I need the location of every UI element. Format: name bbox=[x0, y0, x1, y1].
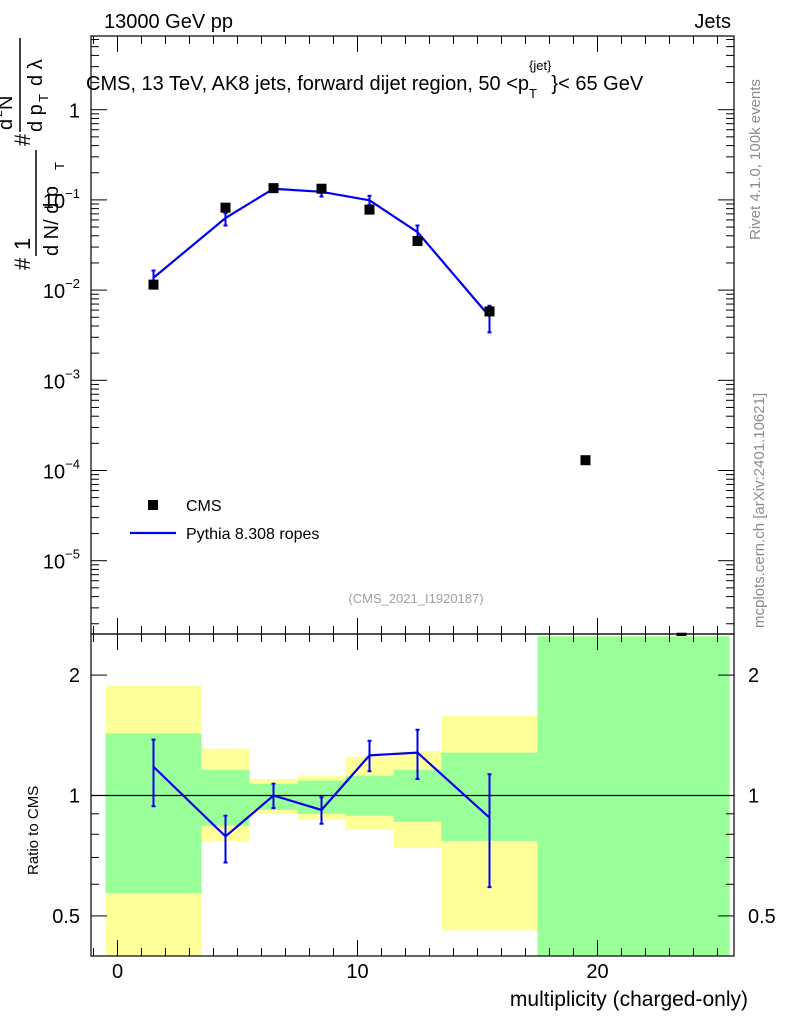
band-inner-7 bbox=[537, 636, 634, 956]
main-ytick-base: 1 bbox=[69, 101, 80, 123]
data-point-2 bbox=[268, 183, 279, 194]
main-ytick-base: 10 bbox=[43, 191, 65, 213]
mcplots-label: mcplots.cern.ch [arXiv:2401.10621] bbox=[751, 393, 768, 628]
legend-mc-label: Pythia 8.308 ropes bbox=[186, 526, 319, 543]
legend-data-marker bbox=[148, 500, 158, 510]
main-ytick-exp: −2 bbox=[65, 276, 80, 291]
main-ytick-exp: −1 bbox=[65, 186, 80, 201]
ratio-ytick-label-right-0: 0.5 bbox=[748, 906, 776, 928]
main-y-axis-title: # 1 d N/ d p T # d 2 N d p T d λ bbox=[0, 38, 67, 270]
data-point-7 bbox=[580, 455, 591, 466]
main-ytick-base: 10 bbox=[43, 462, 65, 484]
svg-text:d λ: d λ bbox=[25, 59, 47, 86]
main-frame-box bbox=[90, 35, 735, 635]
main-ytick-exp: −3 bbox=[65, 366, 80, 381]
main-series bbox=[148, 183, 687, 636]
main-ytick-label-3: 10−3 bbox=[43, 366, 80, 393]
svg-text:T: T bbox=[36, 94, 51, 102]
svg-text:1: 1 bbox=[10, 238, 35, 250]
data-point-4 bbox=[364, 204, 375, 215]
main-ytick-label-4: 10−4 bbox=[43, 457, 80, 484]
band-inner-8 bbox=[633, 636, 730, 956]
svg-text:2: 2 bbox=[0, 110, 5, 117]
main-ytick-base: 10 bbox=[43, 552, 65, 574]
analysis-watermark: (CMS_2021_I1920187) bbox=[348, 591, 483, 606]
data-point-1 bbox=[220, 202, 231, 213]
x-tick-label-0: 0 bbox=[112, 961, 123, 983]
svg-text:#: # bbox=[10, 257, 35, 270]
legend-data-label: CMS bbox=[186, 498, 222, 515]
plot-title: CMS, 13 TeV, AK8 jets, forward dijet reg… bbox=[86, 58, 644, 101]
main-plot: 110−110−210−310−410−5 bbox=[43, 35, 735, 636]
main-ytick-label-2: 10−2 bbox=[43, 276, 80, 303]
legend: CMS Pythia 8.308 ropes bbox=[130, 498, 319, 543]
ratio-ytick-label-left-2: 2 bbox=[69, 665, 80, 687]
ratio-ytick-label-left-0: 0.5 bbox=[52, 906, 80, 928]
svg-text:d N/ d p: d N/ d p bbox=[41, 186, 63, 256]
svg-text:#: # bbox=[10, 133, 35, 146]
ratio-ytick-label-left-1: 1 bbox=[69, 786, 80, 808]
svg-text:d p: d p bbox=[25, 104, 47, 132]
main-ytick-base: 10 bbox=[43, 371, 65, 393]
ratio-plot: 0 10 20 0.5 0.5 1 1 2 2 bbox=[52, 633, 776, 983]
category-label: Jets bbox=[694, 11, 731, 33]
ratio-ytick-label-right-2: 2 bbox=[748, 665, 759, 687]
energy-label: 13000 GeV pp bbox=[104, 11, 233, 33]
mc-line bbox=[152, 187, 491, 318]
svg-text:N: N bbox=[0, 96, 17, 110]
main-ytick-exp: −5 bbox=[65, 547, 80, 562]
data-point-6 bbox=[484, 306, 495, 317]
rivet-version-label: Rivet 4.1.0, 100k events bbox=[747, 79, 764, 240]
svg-text:T: T bbox=[52, 162, 67, 170]
data-point-3 bbox=[316, 183, 327, 194]
main-ytick-exp: −4 bbox=[65, 457, 80, 472]
main-ytick-base: 10 bbox=[43, 281, 65, 303]
data-point-0 bbox=[148, 279, 159, 290]
uncertainty-bands bbox=[105, 636, 730, 956]
main-ytick-label-5: 10−5 bbox=[43, 547, 80, 574]
ratio-ytick-label-right-1: 1 bbox=[748, 786, 759, 808]
x-tick-label-2: 20 bbox=[586, 961, 608, 983]
x-tick-label-1: 10 bbox=[346, 961, 368, 983]
x-axis-title: multiplicity (charged-only) bbox=[510, 988, 748, 1011]
main-ytick-label-0: 1 bbox=[69, 101, 80, 123]
main-ytick-label-1: 10−1 bbox=[43, 186, 80, 213]
ratio-y-axis-title: Ratio to CMS bbox=[25, 786, 42, 875]
svg-text:d: d bbox=[0, 119, 17, 130]
data-point-5 bbox=[412, 236, 423, 247]
